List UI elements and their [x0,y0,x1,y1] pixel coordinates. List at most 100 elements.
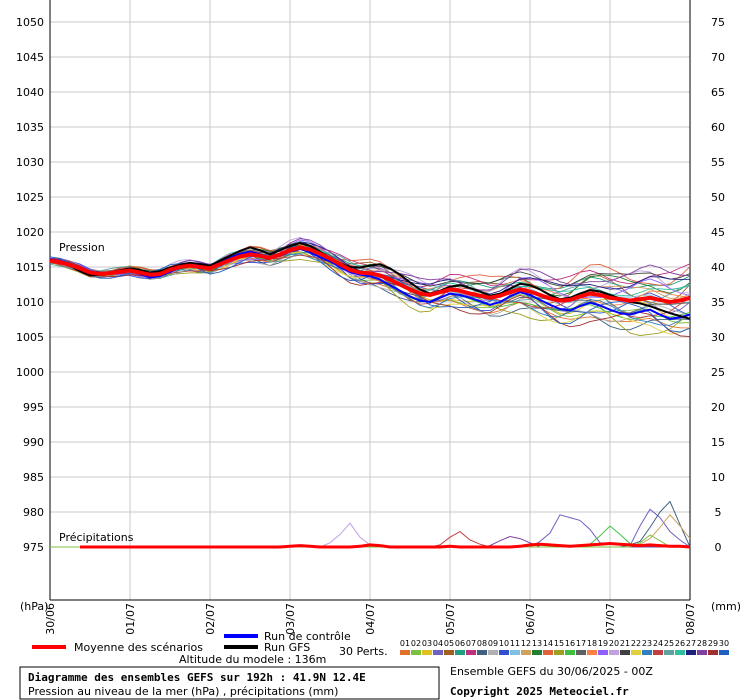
pert-number: 21 [620,639,630,648]
precip-tick-label: 0 [715,541,722,554]
ensemble-run-label: Ensemble GEFS du 30/06/2025 - 00Z [450,665,653,678]
pert-number: 10 [499,639,509,648]
precip-tick-label: 35 [711,296,725,309]
pert-swatch [587,650,597,655]
pert-swatch [499,650,509,655]
pert-number: 12 [521,639,531,648]
pert-swatch [554,650,564,655]
pert-swatch [620,650,630,655]
pert-swatch [411,650,421,655]
precip-tick-label: 20 [711,401,725,414]
pert-number: 13 [532,639,542,648]
pert-swatch [488,650,498,655]
precip-tick-label: 40 [711,261,725,274]
time-tick-label: 02/07 [204,603,217,635]
precip-mean-line [80,541,691,549]
pressure-tick-label: 1030 [16,156,44,169]
pert-number: 11 [510,639,520,648]
pert-number: 25 [664,639,674,648]
legend-control-label: Run de contrôle [264,630,351,643]
pert-legend: 01 02 03 04 05 06 07 08 09 10 11 12 13 14 15 16 17 18 19 20… [400,639,729,655]
legend-gfs-label: Run GFS [264,641,310,654]
pert-number: 14 [543,639,553,648]
pert-swatch [708,650,718,655]
pressure-series-label: Pression [59,241,105,254]
pert-swatch [675,650,685,655]
pert-swatch [444,650,454,655]
pert-swatch [400,650,410,655]
right-unit-label: (mm) [711,600,740,613]
pert-swatch [521,650,531,655]
pert-number: 18 [587,639,597,648]
pert-swatch [433,650,443,655]
pert-number: 07 [466,639,476,648]
pert-swatch [576,650,586,655]
pressure-tick-label: 1010 [16,296,44,309]
title-box [19,666,440,700]
pert-swatch [609,650,619,655]
precip-tick-label: 50 [711,191,725,204]
pert-number: 03 [422,639,432,648]
pert-swatch [532,650,542,655]
precip-lines [50,500,691,549]
time-tick-label: 03/07 [284,603,297,635]
pert-number: 09 [488,639,498,648]
pert-swatch [697,650,707,655]
pert-swatch [455,650,465,655]
precip-tick-label: 30 [711,331,725,344]
pert-swatch [477,650,487,655]
pert-swatch [543,650,553,655]
pert-number: 08 [477,639,487,648]
time-tick-label: 05/07 [444,603,457,635]
pert-number: 24 [653,639,663,648]
pert-number: 02 [411,639,421,648]
pressure-tick-label: 985 [23,471,44,484]
pert-number: 29 [708,639,718,648]
pressure-tick-label: 990 [23,436,44,449]
pert-number: 06 [455,639,465,648]
pert-number: 16 [565,639,575,648]
pert-swatch [565,650,575,655]
pert-number: 05 [444,639,454,648]
pressure-tick-label: 1015 [16,261,44,274]
time-tick-label: 30/06 [44,603,57,635]
pressure-tick-label: 995 [23,401,44,414]
pressure-tick-label: 1045 [16,51,44,64]
pert-number: 27 [686,639,696,648]
control-pressure-line [49,247,691,320]
precip-tick-label: 15 [711,436,725,449]
pressure-tick-label: 1025 [16,191,44,204]
pert-number: 19 [598,639,608,648]
pressure-axis: 1050 1045 1040 1035 1030 1025 1020 1015 1010 1005… [16,16,44,554]
altitude-label: Altitude du modele : 136m [179,653,326,666]
pert-number: 20 [609,639,619,648]
precip-tick-label: 75 [711,16,725,29]
pert-number: 28 [697,639,707,648]
main-series-lines [49,242,691,320]
pert-swatch [664,650,674,655]
pert-number: 17 [576,639,586,648]
pressure-tick-label: 1035 [16,121,44,134]
left-unit-label: (hPa) [20,600,48,613]
time-tick-label: 01/07 [124,603,137,635]
gfs-pressure-line [49,242,691,320]
pert-number: 30 [719,639,729,648]
time-tick-label: 04/07 [364,603,377,635]
pressure-tick-label: 1040 [16,86,44,99]
time-tick-label: 07/07 [604,603,617,635]
pressure-tick-label: 1000 [16,366,44,379]
pert-swatch [422,650,432,655]
pert-swatch [598,650,608,655]
precip-tick-label: 10 [711,471,725,484]
precip-tick-label: 55 [711,156,725,169]
precip-tick-label: 45 [711,226,725,239]
chart-subtitle: Pression au niveau de la mer (hPa) , pré… [28,685,338,698]
chart-title: Diagramme des ensembles GEFS sur 192h : … [28,671,366,684]
pressure-tick-label: 1050 [16,16,44,29]
pressure-tick-label: 1005 [16,331,44,344]
pert-swatch [653,650,663,655]
pert-number: 01 [400,639,410,648]
time-tick-label: 08/07 [684,603,697,635]
